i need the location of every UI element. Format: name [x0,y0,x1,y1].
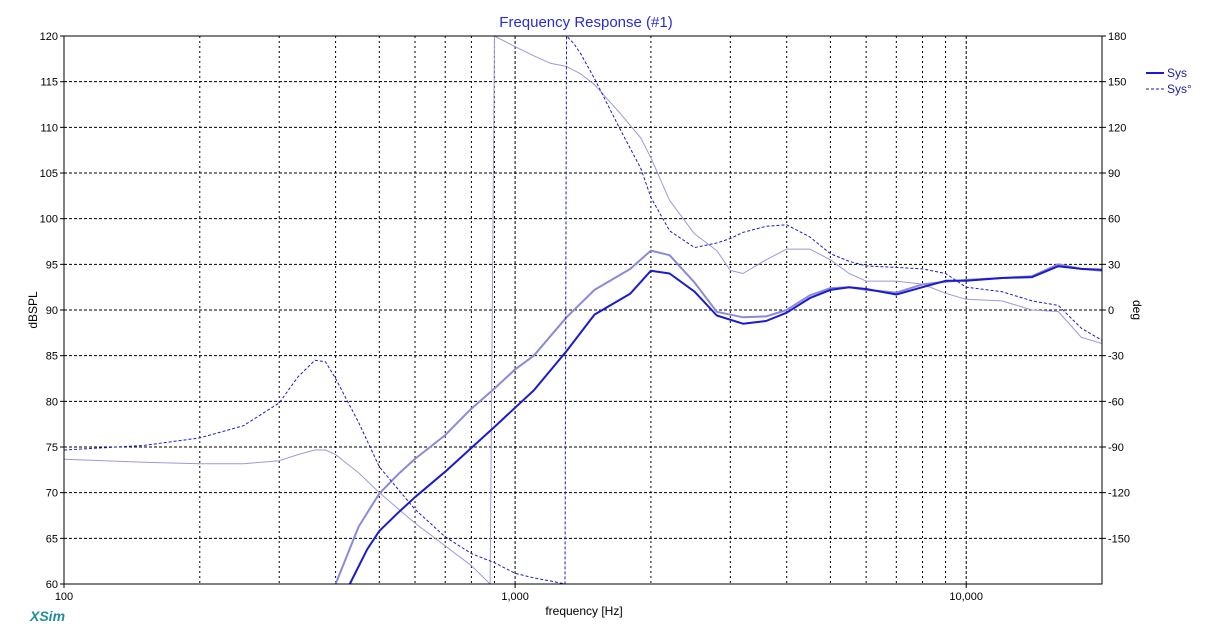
y-tick-label: 80 [46,396,58,408]
y-tick-label: 65 [46,533,58,545]
y-tick-label: 60 [46,579,58,591]
series-line-phase-reference [64,36,1102,584]
chart-title: Frequency Response (#1) [499,14,672,31]
y-tick-label: 90 [46,305,58,317]
x-tick-label: 10,000 [949,591,983,603]
y-axis-label: dBSPL [26,291,40,329]
y2-tick-label: -90 [1108,442,1124,454]
y-tick-label: 105 [40,168,58,180]
y2-tick-label: 150 [1108,77,1126,89]
series-line-magnitude [348,265,1102,584]
legend-label: Sys° [1167,82,1192,96]
xsim-logo: XSim [29,608,65,624]
y-tick-label: 110 [40,122,58,134]
y-tick-label: 85 [46,351,58,363]
x-tick-label: 100 [55,591,73,603]
x-axis-label: frequency [Hz] [545,604,622,618]
y2-tick-label: 60 [1108,214,1120,226]
y2-tick-label: 90 [1108,168,1120,180]
y2-tick-label: -120 [1108,488,1130,500]
y2-tick-label: 120 [1108,122,1126,134]
y2-tick-label: 180 [1108,31,1126,43]
y2-axis-label: deg [1130,300,1144,320]
y-tick-label: 95 [46,259,58,271]
y2-tick-label: 30 [1108,259,1120,271]
y-tick-label: 120 [40,31,58,43]
x-tick-label: 1,000 [501,591,529,603]
y2-tick-label: -150 [1108,533,1130,545]
y2-tick-label: -60 [1108,396,1124,408]
grid [64,36,1102,584]
y-tick-label: 100 [40,214,58,226]
y-tick-label: 70 [46,488,58,500]
y2-tick-label: 0 [1108,305,1114,317]
axis-ticks: 60 65 70 75 80 85 90 95 100 105 110 115 120 -150 -120 -… [40,31,1130,603]
legend: Sys Sys° [1146,66,1192,96]
y-tick-label: 75 [46,442,58,454]
y-tick-label: 115 [40,77,58,89]
plot-frame [63,35,1103,585]
plot-area [64,36,1102,584]
y2-tick-label: -30 [1108,351,1124,363]
legend-label: Sys [1167,66,1187,80]
